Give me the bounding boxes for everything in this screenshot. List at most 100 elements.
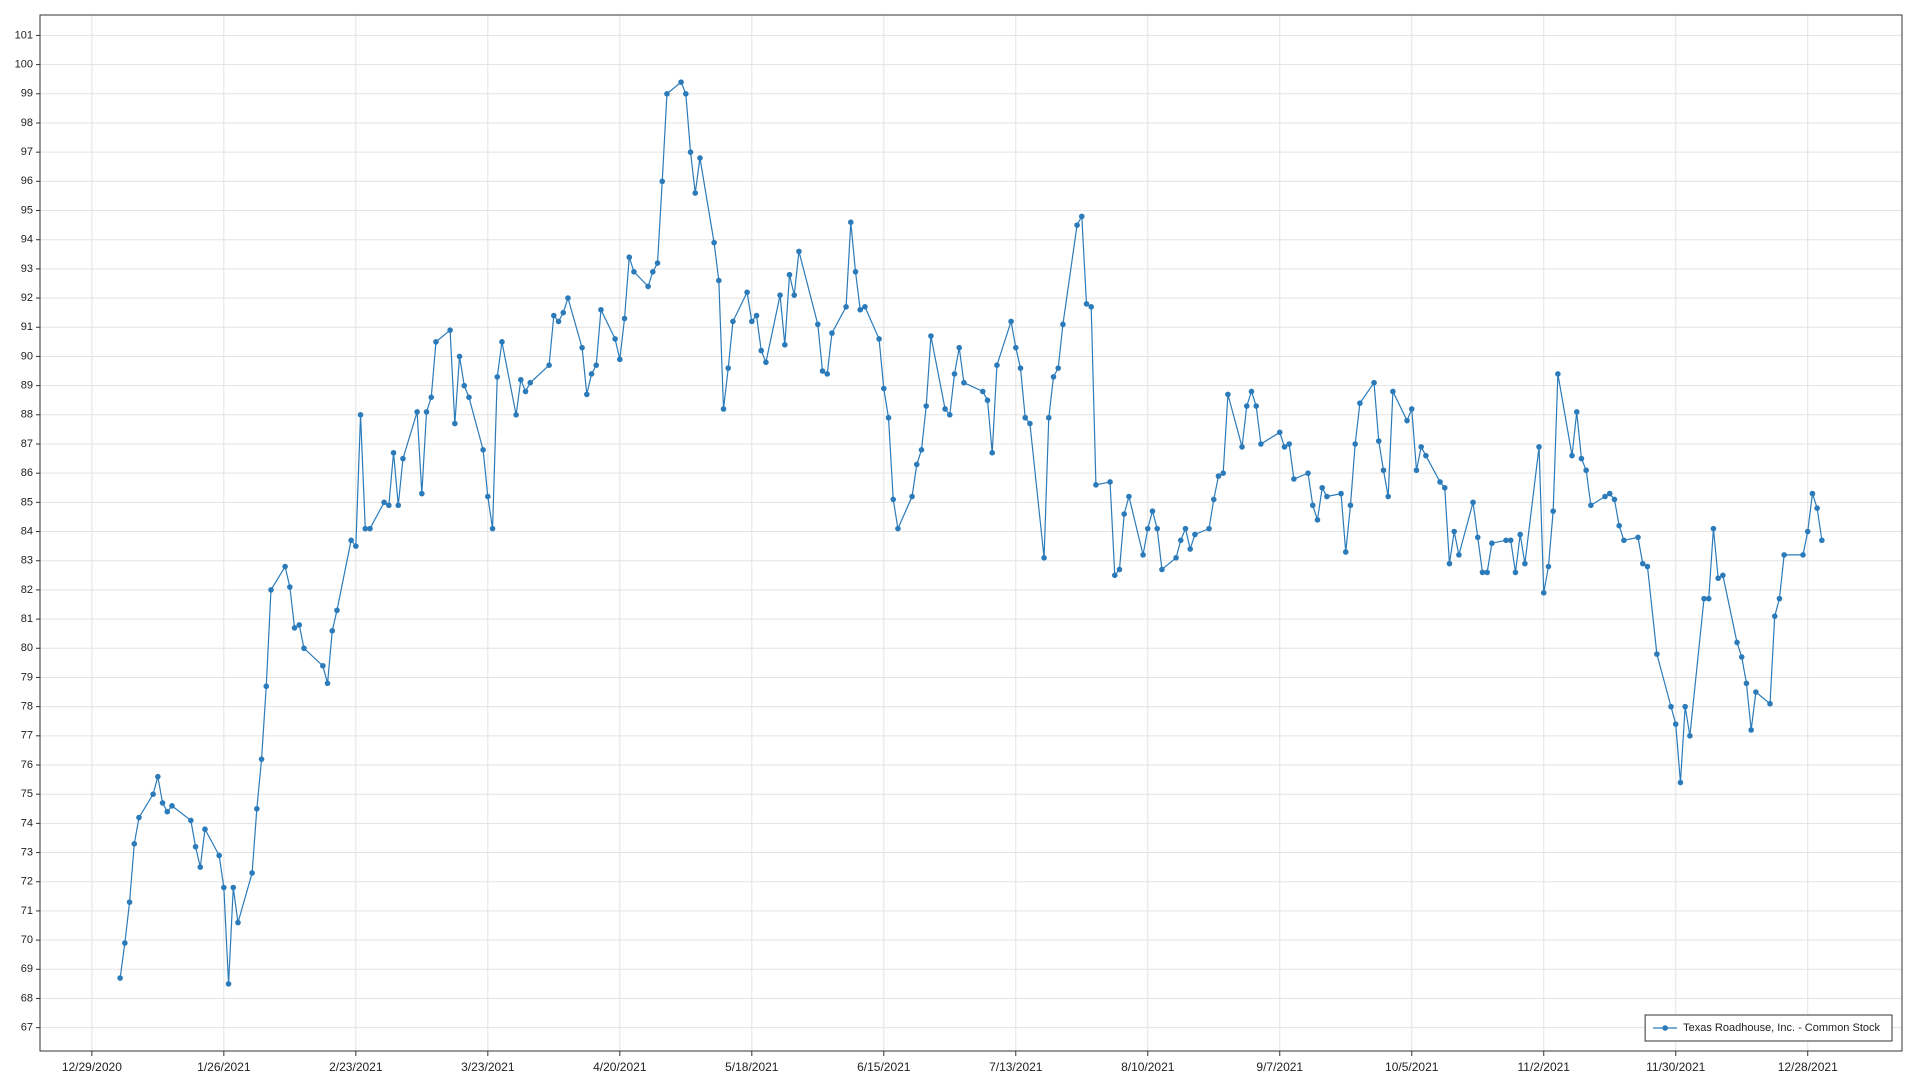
data-point [1809, 490, 1816, 497]
data-point [428, 394, 435, 401]
data-point [923, 403, 930, 409]
data-point [1338, 490, 1344, 497]
y-tick-label: 91 [21, 321, 33, 333]
data-point [522, 388, 529, 395]
data-point [979, 388, 986, 395]
data-point [390, 449, 397, 456]
data-point [1743, 680, 1750, 687]
data-point [494, 374, 501, 380]
data-point [1319, 484, 1325, 491]
data-point [263, 683, 270, 690]
data-point [819, 368, 826, 374]
data-point [1314, 517, 1321, 523]
data-point [221, 884, 227, 891]
data-point [254, 805, 260, 812]
data-point [1578, 455, 1585, 462]
data-point [1621, 537, 1627, 544]
y-tick-label: 92 [21, 292, 33, 304]
data-point [1078, 213, 1085, 220]
data-point [466, 394, 472, 401]
data-point [452, 420, 458, 427]
x-tick-label: 7/13/2021 [989, 1060, 1043, 1074]
data-point [1074, 222, 1080, 228]
data-point [188, 817, 194, 824]
data-point [687, 149, 694, 155]
data-point [329, 627, 336, 634]
data-point [1276, 429, 1283, 436]
legend: Texas Roadhouse, Inc. - Common Stock [1644, 1014, 1893, 1042]
data-point [320, 662, 326, 669]
y-tick-label: 82 [21, 584, 33, 596]
data-point [1177, 537, 1184, 544]
y-tick-label: 74 [21, 817, 33, 829]
data-point [946, 412, 953, 418]
data-point [447, 327, 453, 333]
data-point [136, 814, 142, 821]
data-point [1210, 496, 1217, 503]
y-tick-label: 86 [21, 467, 33, 479]
data-point [994, 362, 1000, 368]
data-point [1753, 689, 1759, 695]
y-tick-label: 73 [21, 846, 33, 858]
y-tick-label: 96 [21, 175, 33, 187]
y-tick-label: 77 [21, 730, 33, 742]
y-tick-label: 71 [21, 905, 33, 917]
y-tick-label: 94 [21, 234, 33, 246]
data-point [692, 190, 699, 196]
data-point [593, 362, 600, 368]
data-point [282, 563, 288, 570]
data-point [1126, 493, 1132, 500]
data-point [1606, 490, 1613, 497]
data-point [598, 306, 604, 313]
data-point [164, 808, 171, 815]
data-point [1286, 441, 1292, 447]
data-point [1371, 379, 1377, 386]
y-tick-label: 83 [21, 555, 33, 567]
data-point [942, 406, 948, 412]
data-point [1781, 552, 1787, 558]
data-point [928, 333, 934, 339]
y-tick-label: 72 [21, 876, 33, 888]
data-point [1682, 703, 1688, 710]
data-point [296, 622, 303, 628]
data-point [367, 525, 373, 532]
data-point [1187, 546, 1193, 552]
data-point [961, 379, 967, 386]
data-point [1583, 467, 1589, 474]
data-point [1507, 537, 1514, 544]
data-point [1192, 531, 1198, 538]
data-point [1644, 563, 1651, 570]
data-point [518, 376, 524, 383]
data-point [1588, 502, 1594, 509]
data-point [1668, 703, 1674, 710]
data-point [1375, 438, 1382, 444]
data-point [786, 271, 793, 278]
data-point [1611, 496, 1618, 503]
data-point [1701, 595, 1707, 602]
data-point [381, 499, 387, 506]
data-point [1342, 549, 1349, 555]
data-point [1451, 528, 1457, 535]
data-point [1347, 502, 1354, 509]
data-point [1423, 452, 1429, 459]
data-point [423, 409, 430, 415]
data-point [664, 90, 670, 97]
data-point [659, 178, 666, 185]
grid [40, 15, 1902, 1051]
data-point [1474, 534, 1481, 541]
data-point [1441, 484, 1448, 491]
data-point [824, 371, 831, 377]
data-point [584, 391, 590, 398]
data-point [579, 344, 585, 351]
data-point [758, 347, 765, 354]
data-point [1710, 525, 1717, 532]
data-point [291, 625, 298, 631]
data-point [777, 292, 783, 298]
data-point [1819, 537, 1825, 544]
legend-marker [1662, 1025, 1668, 1031]
data-point [645, 283, 651, 290]
data-point [1479, 569, 1486, 576]
data-point [1536, 444, 1542, 450]
data-point [1418, 444, 1424, 450]
data-point [1748, 727, 1754, 733]
